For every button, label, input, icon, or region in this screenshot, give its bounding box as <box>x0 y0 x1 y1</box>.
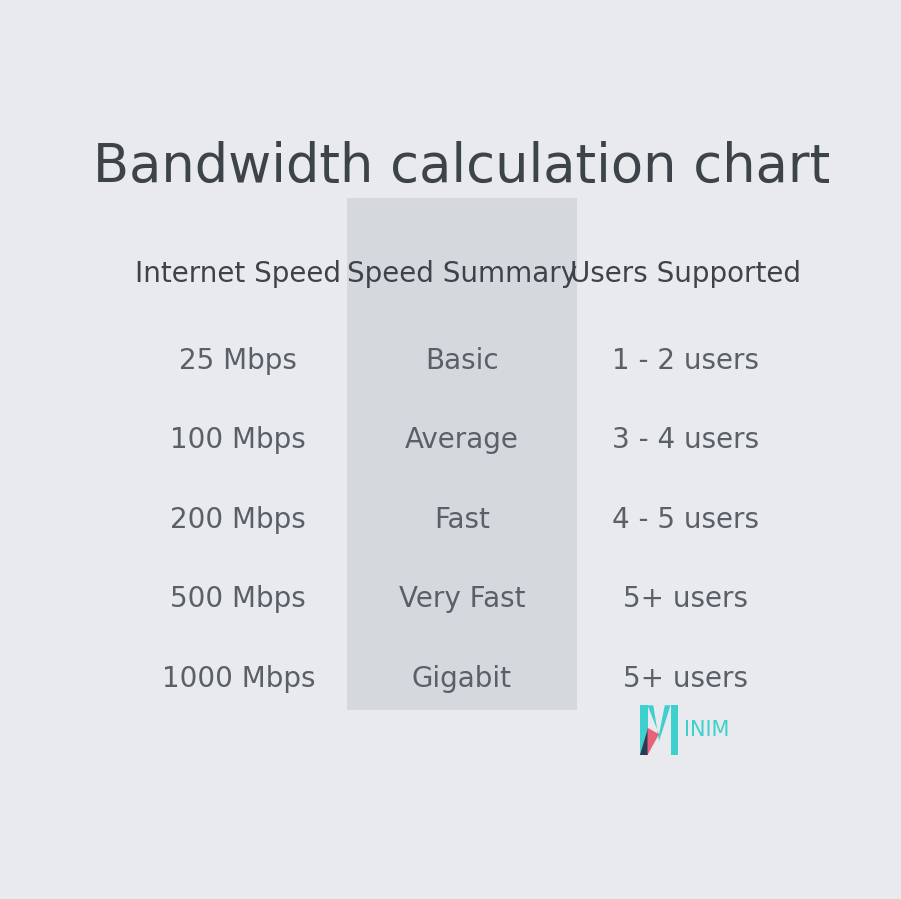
Text: Gigabit: Gigabit <box>412 665 512 693</box>
Text: 5+ users: 5+ users <box>623 585 748 613</box>
Text: 3 - 4 users: 3 - 4 users <box>612 426 759 454</box>
Text: Users Supported: Users Supported <box>569 260 801 288</box>
Text: 200 Mbps: 200 Mbps <box>170 506 306 534</box>
Bar <box>347 198 577 710</box>
Text: INIM: INIM <box>684 720 729 740</box>
Polygon shape <box>640 727 648 755</box>
Text: Internet Speed: Internet Speed <box>135 260 341 288</box>
Text: Very Fast: Very Fast <box>398 585 525 613</box>
Text: 4 - 5 users: 4 - 5 users <box>612 506 759 534</box>
Text: 1 - 2 users: 1 - 2 users <box>612 346 759 375</box>
Text: Speed Summary: Speed Summary <box>347 260 577 288</box>
Text: 25 Mbps: 25 Mbps <box>179 346 297 375</box>
Polygon shape <box>659 706 670 741</box>
Text: Fast: Fast <box>433 506 490 534</box>
Text: 500 Mbps: 500 Mbps <box>170 585 306 613</box>
Text: Bandwidth calculation chart: Bandwidth calculation chart <box>93 141 831 192</box>
Text: Average: Average <box>405 426 519 454</box>
Text: 100 Mbps: 100 Mbps <box>170 426 306 454</box>
Polygon shape <box>648 706 659 741</box>
Text: 5+ users: 5+ users <box>623 665 748 693</box>
Polygon shape <box>648 727 659 755</box>
Text: 1000 Mbps: 1000 Mbps <box>161 665 315 693</box>
Polygon shape <box>670 706 678 755</box>
Polygon shape <box>640 706 648 755</box>
Text: Basic: Basic <box>425 346 498 375</box>
